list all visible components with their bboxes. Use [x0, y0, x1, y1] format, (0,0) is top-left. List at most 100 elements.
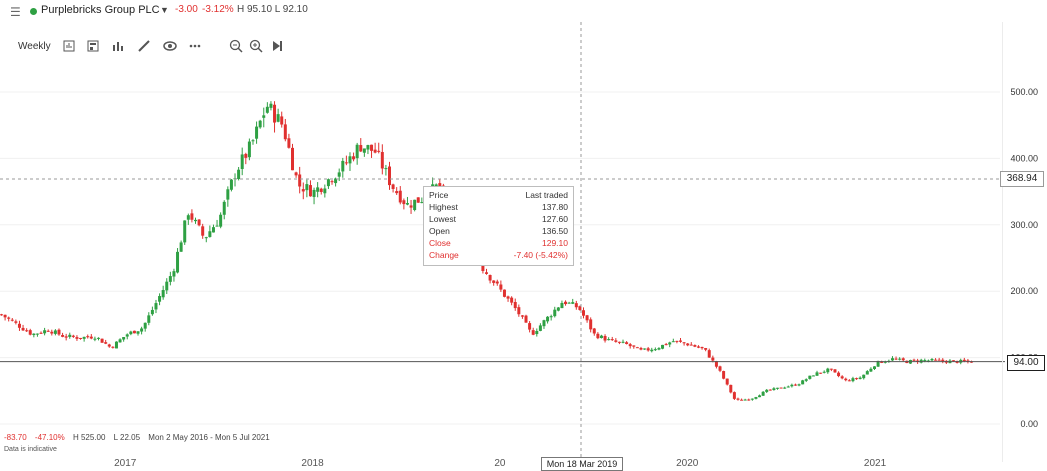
- candle: [625, 341, 629, 345]
- crosshair-date-label: Mon 18 Mar 2019: [541, 457, 623, 471]
- chart-type-icon[interactable]: [62, 39, 76, 53]
- candle-body: [546, 316, 550, 322]
- candle: [571, 298, 575, 305]
- candle: [747, 398, 751, 401]
- candle-body: [150, 309, 154, 315]
- candle: [43, 327, 47, 336]
- candle-body: [628, 344, 632, 347]
- candle: [132, 330, 136, 334]
- tooltip-label: Close: [429, 238, 451, 248]
- candle-body: [104, 342, 108, 344]
- candle-body: [542, 320, 546, 327]
- candle: [502, 289, 506, 298]
- more-icon[interactable]: [188, 39, 202, 53]
- candle-body: [276, 114, 280, 122]
- candle-body: [790, 384, 794, 387]
- candle-body: [323, 188, 327, 194]
- candle-body: [165, 281, 169, 291]
- candle: [819, 372, 823, 374]
- candle-body: [154, 303, 158, 310]
- candle-body: [779, 387, 783, 389]
- candle: [57, 328, 61, 336]
- candle-body: [258, 120, 262, 128]
- candle: [549, 314, 553, 321]
- candle-body: [851, 378, 855, 382]
- visibility-icon[interactable]: [163, 39, 177, 53]
- candle: [653, 347, 657, 352]
- interval-selector[interactable]: Weekly: [18, 41, 51, 52]
- candle-body: [650, 349, 654, 352]
- candle-body: [621, 341, 625, 343]
- candle-body: [524, 315, 528, 323]
- candle-body: [219, 214, 223, 227]
- candle: [97, 337, 100, 341]
- candle-body: [966, 360, 970, 362]
- candle: [779, 387, 783, 389]
- candle: [822, 370, 826, 374]
- candle: [768, 389, 772, 391]
- candle: [294, 171, 298, 178]
- candle-body: [352, 156, 356, 160]
- candle-body: [603, 336, 607, 341]
- candle-body: [344, 162, 348, 164]
- bar-chart-icon[interactable]: [111, 39, 125, 53]
- candle: [890, 356, 894, 361]
- candle: [301, 182, 305, 200]
- candle-body: [438, 183, 442, 188]
- candle-body: [226, 189, 230, 200]
- candle-body: [736, 398, 740, 400]
- candle-body: [761, 391, 765, 396]
- draw-icon[interactable]: [137, 39, 151, 53]
- candle-body: [82, 336, 86, 339]
- candle-body: [499, 284, 503, 290]
- candle-body: [822, 371, 826, 373]
- candle-body: [567, 302, 571, 304]
- candle-body: [646, 348, 650, 351]
- candle-body: [201, 226, 205, 236]
- candle: [402, 198, 406, 210]
- candle: [14, 319, 18, 325]
- chevron-down-icon[interactable]: ▼: [160, 5, 169, 15]
- candle-body: [729, 384, 733, 393]
- candle-body: [405, 203, 409, 205]
- candle: [280, 111, 284, 128]
- candle: [664, 342, 668, 346]
- candle: [783, 386, 787, 389]
- candle-body: [693, 345, 697, 347]
- candle: [635, 346, 639, 349]
- candle-body: [898, 358, 902, 360]
- candle-body: [301, 189, 305, 192]
- candle-body: [747, 399, 751, 401]
- ticker-name[interactable]: Purplebricks Group PLC: [41, 4, 160, 16]
- candle-body: [808, 375, 812, 379]
- candle-body: [413, 199, 417, 211]
- candle-body: [377, 150, 381, 152]
- zoom-in-icon[interactable]: [249, 39, 263, 53]
- candle-body: [506, 296, 510, 299]
- candle-body: [725, 378, 729, 385]
- candle-body: [172, 271, 176, 277]
- candle: [143, 322, 147, 332]
- indicators-icon[interactable]: [86, 39, 100, 53]
- candle-body: [862, 374, 866, 379]
- candle-body: [485, 272, 488, 274]
- candle-body: [190, 213, 194, 220]
- tooltip-header: Price Last traded: [429, 190, 568, 202]
- candle-body: [847, 380, 851, 382]
- candle-body: [682, 342, 686, 344]
- candle-body: [833, 369, 837, 373]
- x-tick-label: 2018: [301, 458, 324, 466]
- candle: [671, 338, 675, 343]
- play-forward-icon[interactable]: [270, 39, 284, 53]
- candle: [485, 268, 488, 275]
- candle: [226, 186, 230, 207]
- zoom-out-icon[interactable]: [229, 39, 243, 53]
- candle: [64, 333, 68, 341]
- menu-icon[interactable]: ☰: [10, 5, 21, 19]
- candle-body: [890, 358, 894, 361]
- y-tick-label: 200.00: [1010, 286, 1038, 296]
- candle: [535, 328, 539, 337]
- candle-body: [211, 227, 215, 233]
- candle-body: [71, 335, 75, 337]
- range-change: -83.70: [4, 433, 27, 442]
